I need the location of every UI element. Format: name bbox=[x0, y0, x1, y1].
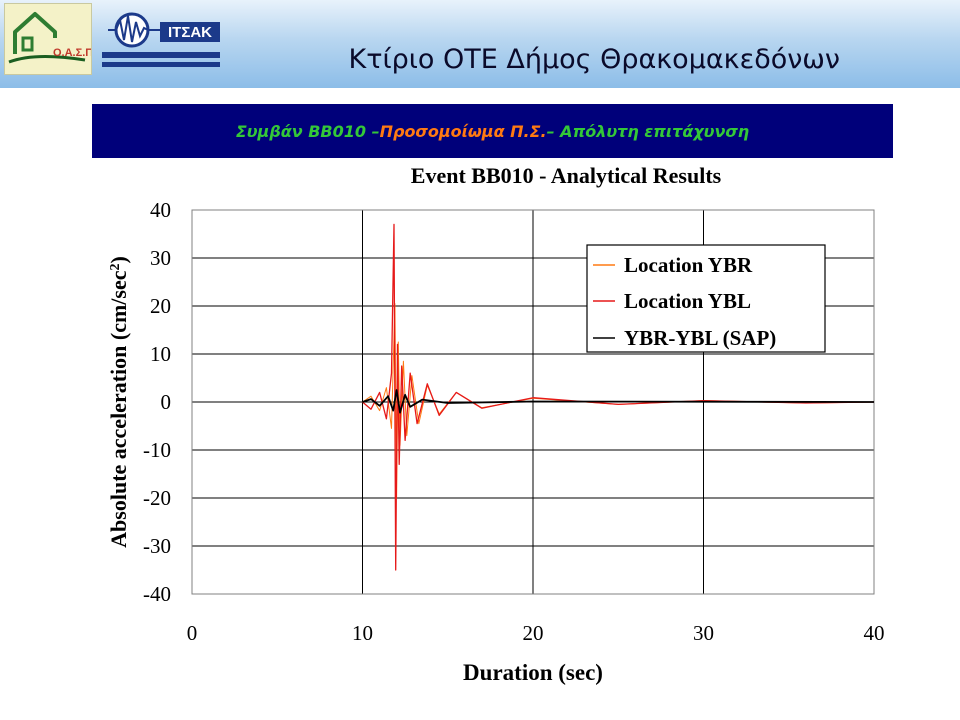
itsak-stripe-1 bbox=[102, 52, 220, 58]
chart-title: Event BB010 - Analytical Results bbox=[411, 163, 722, 188]
oasp-logo-text: Ο.Α.Σ.Π. bbox=[53, 47, 91, 59]
header-band bbox=[0, 0, 960, 88]
itsak-logo: ΙΤΣΑΚ bbox=[102, 6, 222, 72]
y-tick-label: 30 bbox=[150, 246, 171, 270]
y-tick-label: -30 bbox=[143, 534, 171, 558]
chart-legend: Location YBR Location YBL YBR-YBL (SAP) bbox=[586, 244, 826, 353]
y-tick-label: 20 bbox=[150, 294, 171, 318]
y-tick-label: -10 bbox=[143, 438, 171, 462]
banner-part-3: – Απόλυτη επιτάχυνση bbox=[546, 121, 750, 141]
house-door bbox=[21, 36, 34, 52]
seismograph-icon bbox=[108, 15, 162, 43]
chart-banner: Συμβάν BB010 – Προσομοίωμα Π.Σ. – Απόλυτ… bbox=[92, 104, 893, 158]
itsak-logo-graphic: ΙΤΣΑΚ bbox=[102, 12, 220, 67]
itsak-text-box bbox=[160, 22, 220, 42]
x-tick-label: 20 bbox=[523, 621, 544, 645]
banner-part-1: Συμβάν BB010 – bbox=[235, 121, 380, 141]
ground-curve bbox=[8, 54, 86, 64]
itsak-stripe-2 bbox=[102, 62, 220, 67]
legend-box bbox=[586, 244, 826, 353]
y-axis-label: Absolute acceleration (cm/sec2) bbox=[106, 256, 131, 548]
legend-entry-ybl-label: Location YBL bbox=[624, 289, 751, 313]
y-axis-label-superscript: 2 bbox=[108, 263, 123, 270]
slide-title: Κτίριο ΟΤΕ Δήμος Θρακομακεδόνων bbox=[348, 44, 840, 75]
oasp-logo: Ο.Α.Σ.Π. bbox=[4, 3, 96, 75]
itsak-logo-text: ΙΤΣΑΚ bbox=[168, 24, 212, 41]
x-tick-label: 0 bbox=[187, 621, 198, 645]
y-tick-label: -40 bbox=[143, 582, 171, 606]
tick-labels: 0 10 20 30 40 40 30 20 10 0 -10 -20 -30 -40 bbox=[143, 198, 885, 645]
banner-part-2: Προσομοίωμα Π.Σ. bbox=[379, 121, 547, 141]
house-icon bbox=[13, 12, 57, 54]
y-axis-label-close: ) bbox=[106, 256, 131, 263]
oasp-logo-graphic: Ο.Α.Σ.Π. bbox=[8, 12, 96, 64]
x-tick-label: 10 bbox=[352, 621, 373, 645]
y-tick-label: 10 bbox=[150, 342, 171, 366]
legend-entry-ybr-label: Location YBR bbox=[624, 253, 753, 277]
x-tick-label: 30 bbox=[693, 621, 714, 645]
x-axis-label: Duration (sec) bbox=[463, 660, 603, 685]
y-tick-label: 0 bbox=[161, 390, 172, 414]
y-tick-label: -20 bbox=[143, 486, 171, 510]
y-tick-label: 40 bbox=[150, 198, 171, 222]
series-sap-line bbox=[362, 389, 875, 414]
legend-entry-sap-label: YBR-YBL (SAP) bbox=[624, 326, 776, 350]
x-tick-label: 40 bbox=[864, 621, 885, 645]
series-layer bbox=[362, 223, 875, 571]
y-axis-label-main: Absolute acceleration (cm/sec bbox=[106, 270, 131, 548]
